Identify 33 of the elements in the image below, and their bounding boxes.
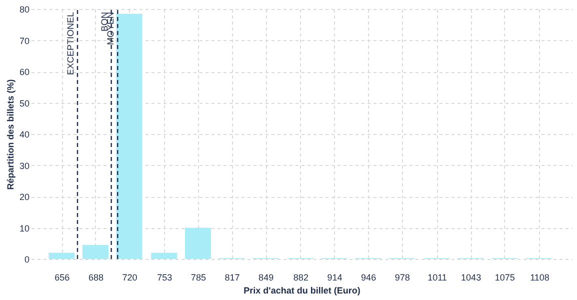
ref-line-label: MOYEN — [106, 12, 116, 46]
x-tick-label: 882 — [293, 272, 308, 282]
y-tick-label: 50 — [19, 98, 30, 108]
x-tick-label: 785 — [190, 272, 206, 282]
bar — [48, 252, 75, 259]
y-tick-label: 10 — [19, 223, 30, 234]
y-tick-label: 40 — [19, 130, 30, 140]
bar — [82, 244, 108, 259]
y-axis-title: Répartition des billets (%) — [5, 79, 16, 190]
y-tick-label: 0 — [24, 254, 30, 264]
x-tick-label: 817 — [224, 272, 240, 282]
x-tick-label: 946 — [361, 272, 376, 282]
x-tick-label: 720 — [122, 272, 138, 282]
y-tick-label: 20 — [19, 192, 30, 202]
x-tick-label: 849 — [258, 272, 274, 282]
x-axis-title: Prix d'achat du billet (Euro) — [244, 286, 360, 296]
x-tick-label: 1108 — [530, 272, 550, 282]
x-tick-label: 656 — [54, 272, 70, 282]
x-tick-label: 914 — [327, 272, 342, 282]
x-tick-label: 688 — [88, 272, 104, 282]
y-tick-label: 70 — [19, 36, 30, 46]
x-tick-label: 978 — [394, 272, 410, 282]
x-tick-label: 1011 — [428, 272, 447, 282]
y-tick-label: 80 — [19, 4, 30, 14]
bar — [184, 228, 211, 259]
x-tick-label: 1043 — [461, 272, 482, 282]
y-tick-label: 60 — [19, 67, 30, 77]
x-tick-label: 753 — [157, 272, 172, 282]
x-tick-label: 1075 — [494, 272, 515, 282]
bar — [116, 14, 142, 259]
ref-line-label: EXCEPTIONEL — [65, 12, 76, 76]
y-tick-label: 30 — [19, 160, 30, 171]
bar — [151, 252, 178, 259]
